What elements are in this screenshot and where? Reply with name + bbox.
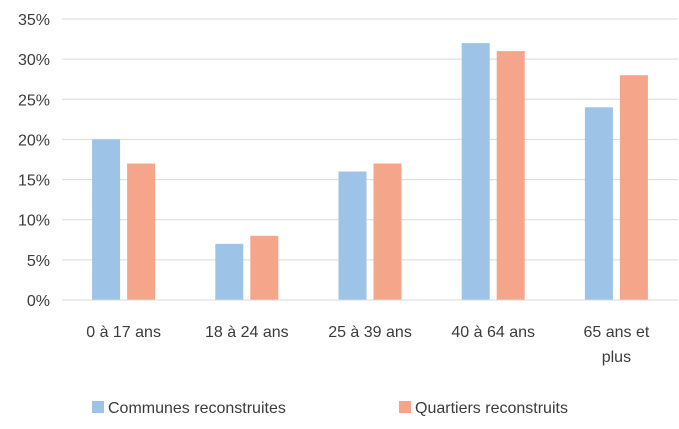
y-tick-label: 35% xyxy=(18,12,50,29)
legend-swatch xyxy=(399,401,411,413)
bar-quartiers xyxy=(496,51,525,300)
y-tick-label: 25% xyxy=(18,92,50,109)
gridlines xyxy=(62,18,678,261)
legend-swatch xyxy=(92,401,104,413)
y-tick-label: 20% xyxy=(18,132,50,149)
y-tick-label: 5% xyxy=(27,253,50,270)
x-tick-label: 25 à 39 ans xyxy=(328,324,412,341)
legend: Communes reconstruites Quartiers reconstr… xyxy=(92,400,568,417)
y-tick-label: 10% xyxy=(18,213,50,230)
bar-communes xyxy=(461,43,490,300)
x-axis-tick-labels: 0 à 17 ans 18 à 24 ans 25 à 39 ans 40 à 64 … xyxy=(86,324,650,366)
y-tick-label: 30% xyxy=(18,52,50,69)
bar-quartiers xyxy=(619,75,648,300)
bar-communes xyxy=(338,171,367,300)
x-tick-label: plus xyxy=(602,349,631,366)
x-tick-label: 18 à 24 ans xyxy=(205,324,289,341)
bars xyxy=(92,43,648,300)
y-tick-label: 0% xyxy=(27,293,50,310)
bar-quartiers xyxy=(127,163,156,300)
x-tick-label: 0 à 17 ans xyxy=(86,324,161,341)
bar-quartiers xyxy=(250,235,279,300)
legend-label: Quartiers reconstruits xyxy=(415,400,568,417)
x-tick-label: 65 ans et xyxy=(583,324,649,341)
bar-communes xyxy=(584,107,613,300)
y-tick-label: 15% xyxy=(18,173,50,190)
x-tick-label: 40 à 64 ans xyxy=(451,324,535,341)
bar-communes xyxy=(92,139,121,300)
bar-communes xyxy=(215,243,244,300)
y-axis-tick-labels: 0% 5% 10% 15% 20% 25% 30% 35% xyxy=(18,12,50,310)
legend-label: Communes reconstruites xyxy=(108,400,286,417)
bar-quartiers xyxy=(373,163,402,300)
